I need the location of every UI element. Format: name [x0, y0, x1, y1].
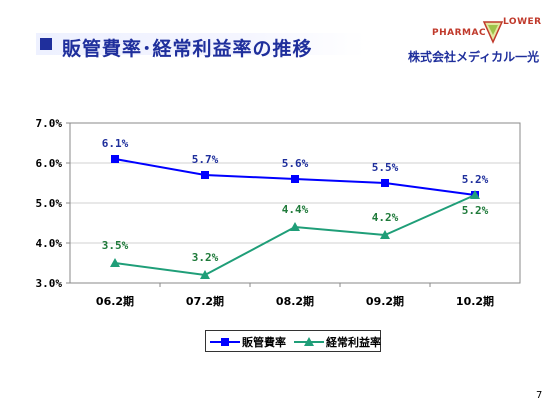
x-tick-label: 10.2期	[456, 294, 494, 308]
y-tick-label: 6.0%	[36, 157, 63, 170]
legend-ordinary-marker	[294, 337, 324, 346]
company-name: 株式会社メディカル一光	[408, 50, 540, 64]
y-tick-label: 3.0%	[36, 277, 63, 290]
data-label: 5.2%	[462, 173, 489, 186]
y-tick-label: 4.0%	[36, 237, 63, 250]
data-point	[291, 175, 299, 183]
data-point	[470, 190, 480, 199]
page-number: 7	[536, 390, 543, 401]
data-point	[110, 258, 120, 267]
data-label: 3.2%	[192, 251, 219, 264]
legend-sga-label: 販管費率	[242, 336, 286, 349]
chart-series: 6.1% 5.7% 5.6% 5.5% 5.2% 3.5% 3.2% 4.4% 4.2% 5.2%	[102, 137, 489, 279]
data-point	[200, 270, 210, 279]
x-tick-label: 07.2期	[186, 294, 224, 308]
legend-ordinary-label: 経常利益率	[326, 336, 381, 349]
data-point	[290, 222, 300, 231]
legend-sga-marker	[210, 338, 240, 346]
series-sga: 6.1% 5.7% 5.6% 5.5% 5.2%	[102, 137, 489, 199]
chart-grid	[70, 162, 520, 244]
data-label: 5.7%	[192, 153, 219, 166]
y-axis-ticks: 3.0% 4.0% 5.0% 6.0% 7.0%	[36, 117, 70, 290]
data-point	[111, 155, 119, 163]
x-axis-ticks: 06.2期 07.2期 08.2期 09.2期 10.2期	[96, 283, 494, 308]
data-label: 3.5%	[102, 239, 129, 252]
title-background	[36, 33, 366, 55]
title-bullet-square	[40, 38, 52, 50]
x-tick-label: 06.2期	[96, 294, 134, 308]
data-label: 4.2%	[372, 211, 399, 224]
slide-header: 販管費率･経常利益率の推移 PHARMAC LOWER 株式会社メディカル一光	[0, 0, 560, 70]
logo-text-left: PHARMAC	[432, 28, 487, 38]
series-ordinary: 3.5% 3.2% 4.4% 4.2% 5.2%	[102, 190, 489, 279]
y-tick-label: 5.0%	[36, 197, 63, 210]
chart-legend: 販管費率 経常利益率	[205, 330, 381, 352]
data-point	[201, 171, 209, 179]
x-tick-label: 09.2期	[366, 294, 404, 308]
data-label: 4.4%	[282, 203, 309, 216]
data-point	[381, 179, 389, 187]
company-logo	[482, 21, 504, 44]
data-label: 5.5%	[372, 161, 399, 174]
data-label: 5.6%	[282, 157, 309, 170]
x-tick-label: 08.2期	[276, 294, 314, 308]
slide-title: 販管費率･経常利益率の推移	[62, 38, 313, 60]
data-label: 6.1%	[102, 137, 129, 150]
data-point	[380, 230, 390, 239]
data-label: 5.2%	[462, 204, 489, 217]
y-tick-label: 7.0%	[36, 117, 63, 130]
logo-text-right: LOWER	[503, 17, 542, 27]
